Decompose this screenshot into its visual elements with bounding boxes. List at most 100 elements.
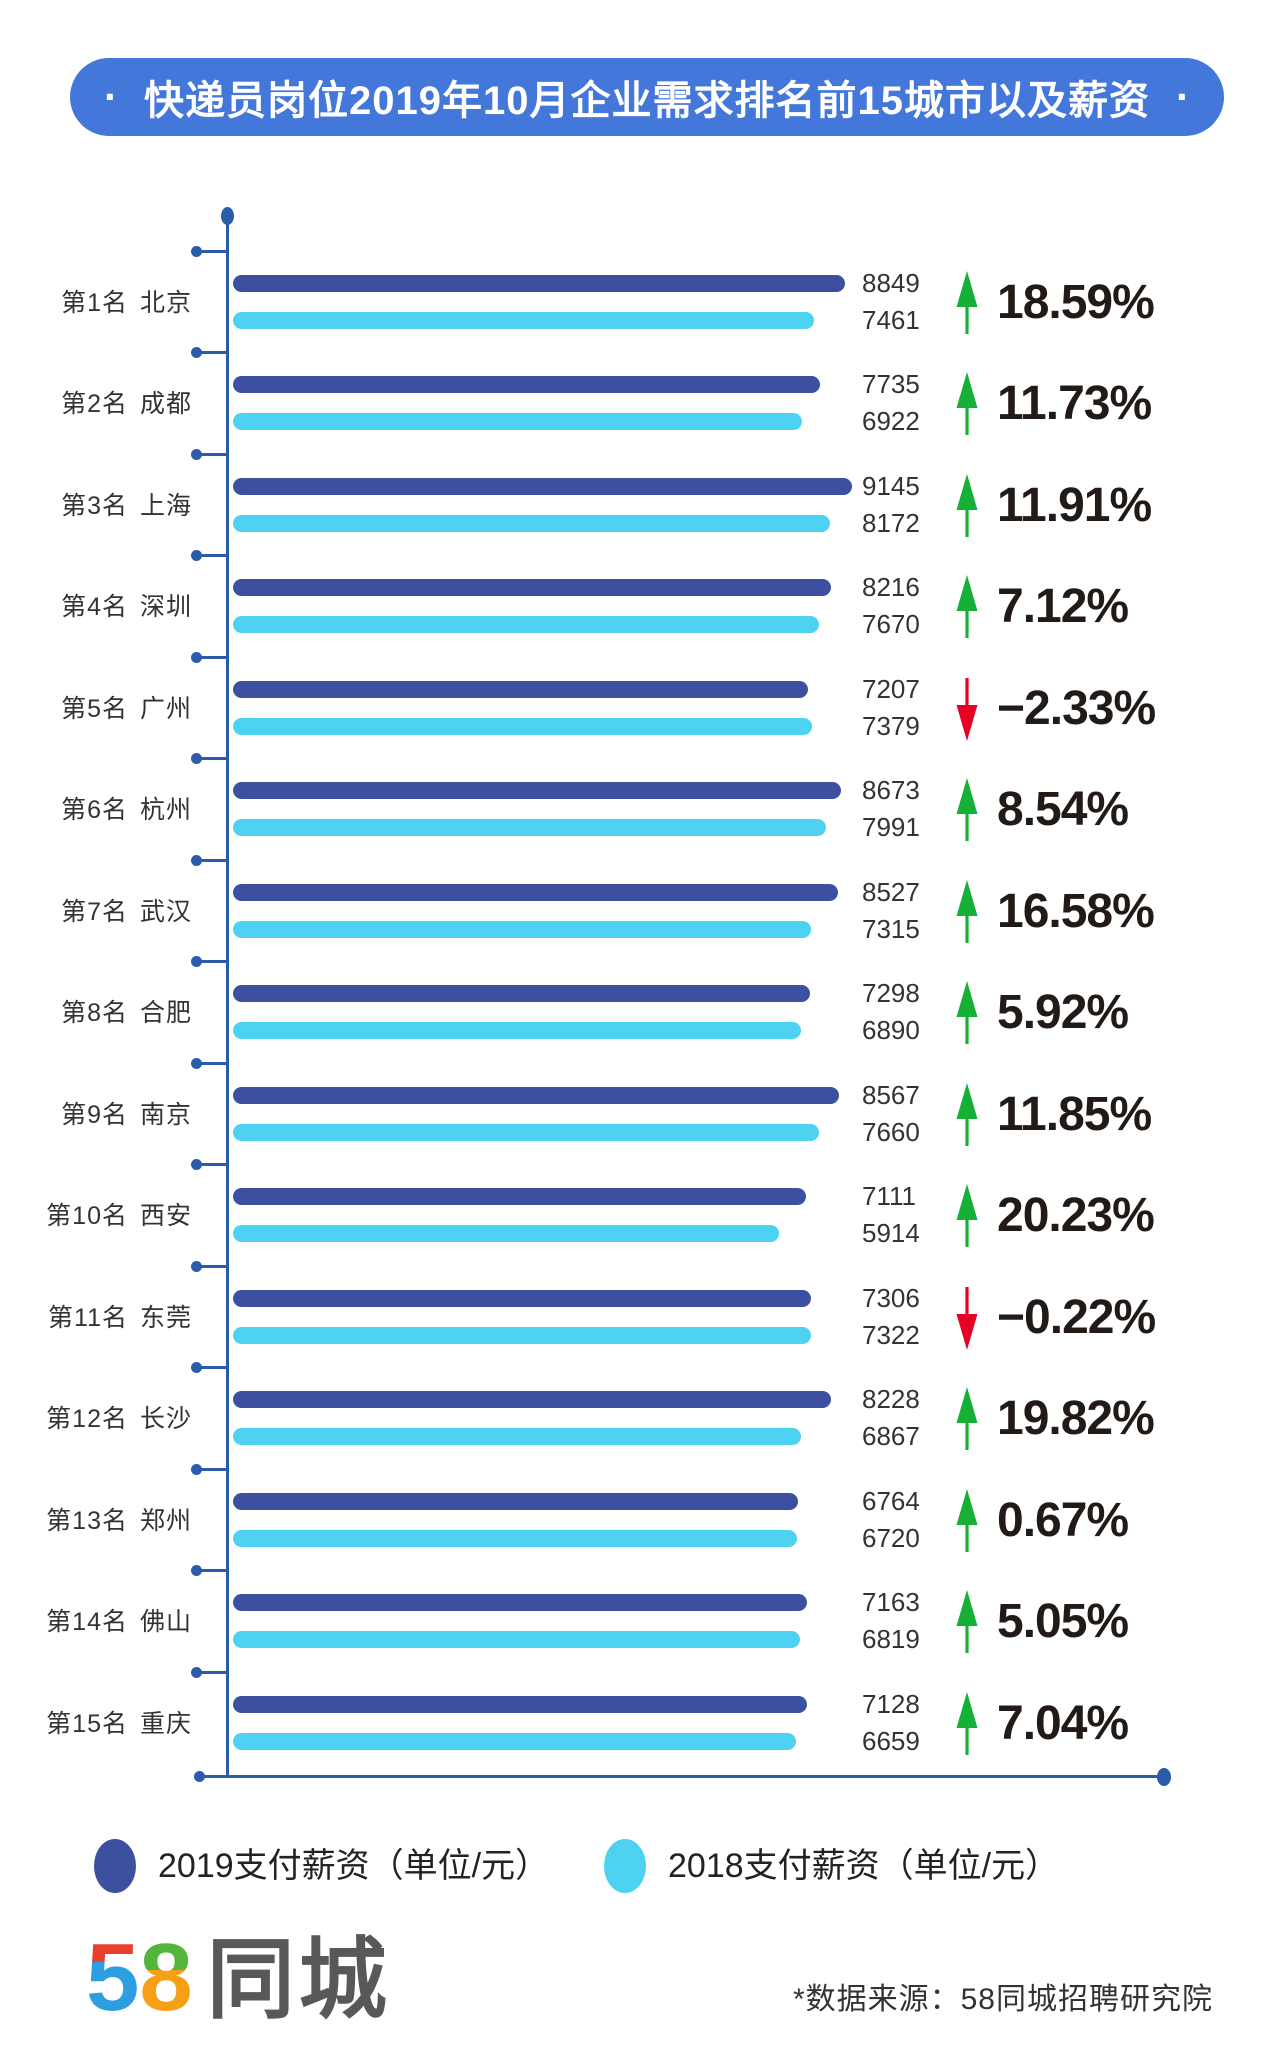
row-label: 第8名 合肥 (0, 995, 192, 1031)
bar-2018 (233, 413, 802, 430)
axis-tick-line (196, 757, 229, 760)
rank-label: 第12名 (46, 1405, 128, 1433)
city-name: 成都 (139, 390, 192, 418)
change-up-arrow-icon (956, 1184, 978, 1248)
change-percent: 8.54% (997, 783, 1129, 836)
bar-2018 (233, 1733, 796, 1750)
row-label: 第14名 佛山 (0, 1604, 192, 1640)
value-2018: 7991 (862, 812, 920, 842)
bar-2018 (233, 515, 830, 532)
chart-row-5: 第5名 广州 7207 7379 −2.33% (0, 652, 1268, 760)
value-2019: 7111 (862, 1181, 916, 1211)
chart-row-10: 第10名 西安 7111 5914 20.23% (0, 1159, 1268, 1267)
axis-tick-line (196, 960, 229, 963)
bar-2018 (233, 1428, 801, 1445)
bar-2018 (233, 1530, 797, 1547)
row-label: 第5名 广州 (0, 691, 192, 727)
page-title: 快递员岗位2019年10月企业需求排名前15城市以及薪资 (144, 79, 1150, 123)
value-2019: 8849 (862, 268, 920, 298)
bar-2018 (233, 1124, 819, 1141)
rank-label: 第6名 (61, 796, 128, 824)
change-up-arrow-icon (956, 271, 978, 335)
change-percent: 16.58% (997, 885, 1155, 938)
chart-row-11: 第11名 东莞 7306 7322 −0.22% (0, 1261, 1268, 1369)
bar-2018 (233, 1225, 779, 1242)
chart-row-12: 第12名 长沙 8228 6867 19.82% (0, 1362, 1268, 1470)
y-axis-line (226, 210, 229, 1777)
city-name: 杭州 (139, 796, 192, 824)
chart-row-9: 第9名 南京 8567 7660 11.85% (0, 1058, 1268, 1166)
bar-2019 (233, 1493, 798, 1510)
row-label: 第1名 北京 (0, 285, 192, 321)
bar-2019 (233, 1696, 807, 1713)
value-2019: 7207 (862, 674, 920, 704)
axis-tick-line (196, 250, 229, 253)
x-axis-line (200, 1775, 1164, 1778)
value-2018: 7461 (862, 305, 920, 335)
change-percent: −2.33% (997, 682, 1156, 735)
bar-2019 (233, 1594, 807, 1611)
value-2018: 6659 (862, 1726, 920, 1756)
axis-tick-line (196, 1366, 229, 1369)
value-2018: 6720 (862, 1523, 920, 1553)
change-down-arrow-icon (956, 1286, 978, 1350)
bar-2018 (233, 1327, 811, 1344)
logo-digit-5: 5 (86, 1924, 140, 2031)
rank-label: 第9名 (61, 1101, 128, 1129)
value-2018: 8172 (862, 508, 920, 538)
city-name: 佛山 (139, 1608, 192, 1636)
change-up-arrow-icon (956, 981, 978, 1045)
change-percent: 20.23% (997, 1189, 1155, 1242)
row-label: 第10名 西安 (0, 1198, 192, 1234)
bar-2019 (233, 1188, 806, 1205)
value-2019: 9145 (862, 471, 920, 501)
bar-2019 (233, 681, 808, 698)
value-2018: 6819 (862, 1624, 920, 1654)
change-up-arrow-icon (956, 575, 978, 639)
city-name: 合肥 (139, 999, 192, 1027)
bar-2018 (233, 718, 812, 735)
bar-2019 (233, 985, 810, 1002)
axis-tick-line (196, 554, 229, 557)
value-2019: 8673 (862, 775, 920, 805)
bar-2019 (233, 782, 841, 799)
value-2018: 7322 (862, 1320, 920, 1350)
axis-tick-line (196, 351, 229, 354)
rank-label: 第5名 (61, 695, 128, 723)
value-2019: 8228 (862, 1384, 920, 1414)
bar-2018 (233, 1022, 801, 1039)
row-label: 第12名 长沙 (0, 1401, 192, 1437)
value-2018: 7660 (862, 1117, 920, 1147)
bar-2019 (233, 1087, 839, 1104)
bar-2019 (233, 478, 852, 495)
row-label: 第4名 深圳 (0, 589, 192, 625)
x-axis-left-dot (194, 1771, 205, 1782)
bar-2019 (233, 275, 845, 292)
change-percent: 18.59% (997, 276, 1155, 329)
value-2019: 6764 (862, 1486, 920, 1516)
change-percent: 5.05% (997, 1595, 1129, 1648)
rank-label: 第3名 (61, 492, 128, 520)
value-2019: 8567 (862, 1080, 920, 1110)
city-name: 东莞 (139, 1304, 192, 1332)
y-axis-top-dot (221, 207, 234, 225)
change-up-arrow-icon (956, 474, 978, 538)
row-label: 第11名 东莞 (0, 1300, 192, 1336)
value-2019: 7163 (862, 1587, 920, 1617)
title-banner: · 快递员岗位2019年10月企业需求排名前15城市以及薪资 · (70, 58, 1224, 136)
rank-label: 第1名 (61, 289, 128, 317)
x-axis-right-dot (1157, 1768, 1171, 1786)
axis-tick-line (196, 1569, 229, 1572)
axis-tick-line (196, 453, 229, 456)
change-up-arrow-icon (956, 1083, 978, 1147)
value-2019: 7306 (862, 1283, 920, 1313)
bar-2018 (233, 616, 819, 633)
city-name: 重庆 (139, 1710, 192, 1738)
bar-2018 (233, 1631, 800, 1648)
rank-label: 第11名 (48, 1304, 128, 1332)
chart-row-8: 第8名 合肥 7298 6890 5.92% (0, 956, 1268, 1064)
logo-suffix: 同城 (206, 1930, 391, 2029)
title-left-dot: · (104, 73, 119, 120)
chart-row-7: 第7名 武汉 8527 7315 16.58% (0, 855, 1268, 963)
change-percent: 7.04% (997, 1697, 1129, 1750)
